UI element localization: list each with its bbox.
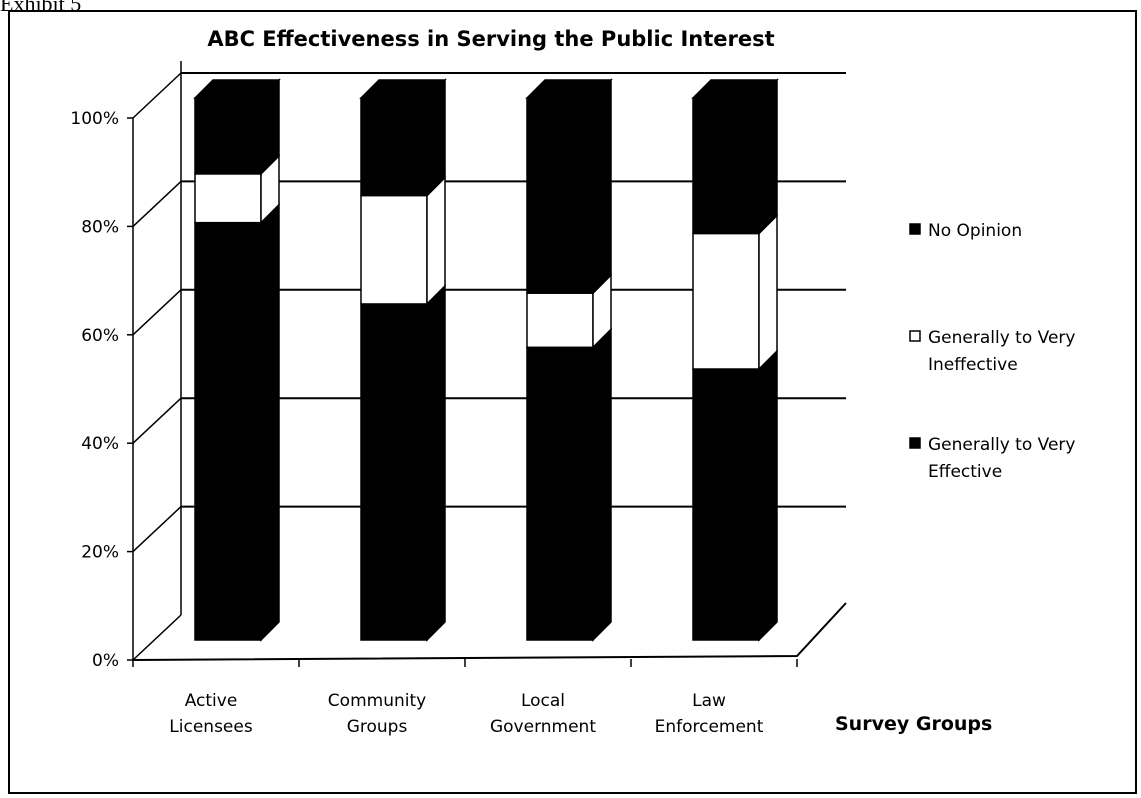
side-wall-line (132, 72, 182, 119)
bar-segment (692, 213, 778, 371)
side-wall-line (132, 506, 182, 553)
side-wall-line (132, 180, 182, 227)
legend-label: No Opinion (928, 221, 1022, 241)
legend-label: Generally to Very (928, 328, 1075, 348)
x-category-label: Enforcement (655, 717, 764, 737)
axis-labels: 0% 20% 40% 60% 80% 100% Active Licensees Communi… (70, 109, 763, 737)
bar-segment (360, 175, 446, 306)
side-wall-line (132, 397, 182, 444)
chart-title: ABC Effectiveness in Serving the Public … (207, 27, 774, 51)
legend-label: Ineffective (928, 355, 1018, 375)
bars (193, 78, 779, 642)
bar-segment (692, 349, 778, 642)
bar-segment (193, 78, 281, 176)
bar-segment (525, 78, 613, 295)
x-category-label: Local (521, 691, 565, 711)
side-wall-line (132, 614, 182, 661)
bar-segment (360, 284, 446, 642)
y-tick-label: 100% (70, 109, 119, 129)
x-axis-title: Survey Groups (835, 713, 992, 735)
bar-segment (194, 202, 280, 642)
x-category-label: Community (328, 691, 426, 711)
y-tick-label: 0% (92, 651, 119, 671)
bar-segment (359, 78, 447, 198)
gridlines (132, 72, 846, 661)
legend-swatch (909, 223, 921, 235)
x-category-label: Licensees (169, 717, 253, 737)
y-tick-label: 80% (81, 217, 119, 237)
legend-swatch (909, 437, 921, 449)
legend-swatch (909, 330, 921, 342)
y-tick-label: 40% (81, 434, 119, 454)
side-wall-line (132, 289, 182, 336)
floor-edge (132, 602, 847, 661)
legend: No Opinion Generally to Very Ineffective Ge… (909, 221, 1075, 482)
axes (127, 61, 847, 667)
x-category-label: Active (185, 691, 238, 711)
exhibit-label: Exhibit 5 (0, 0, 82, 16)
y-tick-label: 60% (81, 326, 119, 346)
legend-label: Effective (928, 462, 1002, 482)
x-category-label: Law (692, 691, 726, 711)
y-tick-label: 20% (81, 543, 119, 563)
chart-frame (8, 10, 1137, 794)
bar-segment (194, 154, 280, 225)
bar-segment (526, 327, 612, 642)
bar-segment (691, 78, 779, 236)
x-category-label: Groups (347, 717, 408, 737)
legend-label: Generally to Very (928, 435, 1075, 455)
x-category-label: Government (490, 717, 596, 737)
